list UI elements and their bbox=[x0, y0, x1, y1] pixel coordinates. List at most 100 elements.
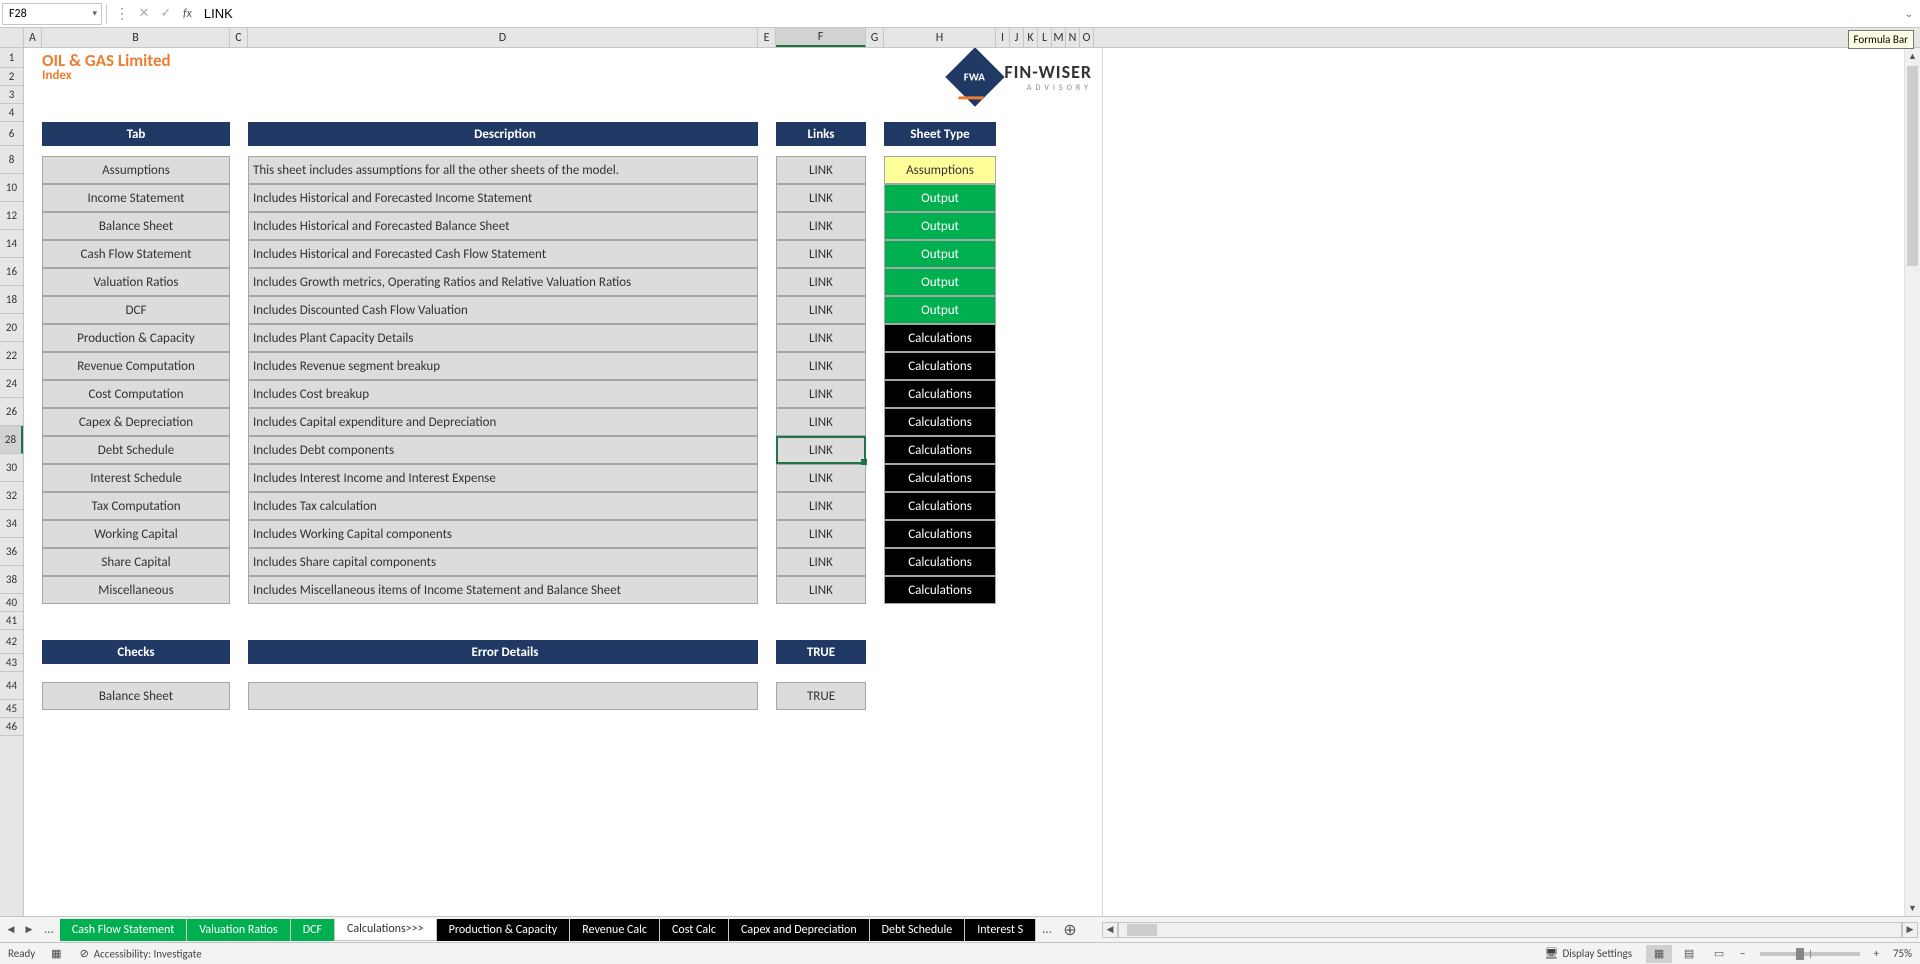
expand-formula-bar-icon[interactable]: ⌄ bbox=[1900, 7, 1918, 20]
sheet-type-cell[interactable]: Calculations bbox=[884, 576, 996, 604]
row-header-28[interactable]: 28 bbox=[0, 426, 23, 454]
tab-name-cell[interactable]: Valuation Ratios bbox=[42, 268, 230, 296]
sheet-tab[interactable]: Revenue Calc bbox=[570, 919, 660, 941]
row-header-46[interactable]: 46 bbox=[0, 718, 23, 736]
row-header-44[interactable]: 44 bbox=[0, 672, 23, 700]
link-cell[interactable]: LINK bbox=[776, 156, 866, 184]
sheet-type-cell[interactable]: Calculations bbox=[884, 520, 996, 548]
column-header-C[interactable]: C bbox=[230, 28, 248, 47]
hscroll-left-icon[interactable]: ◀ bbox=[1102, 922, 1118, 938]
sheet-type-cell[interactable]: Assumptions bbox=[884, 156, 996, 184]
column-header-F[interactable]: F bbox=[776, 28, 866, 47]
sheet-type-cell[interactable]: Output bbox=[884, 184, 996, 212]
sheet-tab[interactable]: Interest S bbox=[965, 919, 1036, 941]
column-header-L[interactable]: L bbox=[1038, 28, 1052, 47]
column-header-N[interactable]: N bbox=[1066, 28, 1080, 47]
tab-name-cell[interactable]: Interest Schedule bbox=[42, 464, 230, 492]
link-cell[interactable]: LINK bbox=[776, 352, 866, 380]
tab-name-cell[interactable]: Cost Computation bbox=[42, 380, 230, 408]
tab-name-cell[interactable]: Tax Computation bbox=[42, 492, 230, 520]
column-header-H[interactable]: H bbox=[884, 28, 996, 47]
link-cell[interactable]: LINK bbox=[776, 184, 866, 212]
select-all-corner[interactable] bbox=[0, 28, 24, 48]
check-desc-cell[interactable] bbox=[248, 682, 758, 710]
tab-name-cell[interactable]: Miscellaneous bbox=[42, 576, 230, 604]
link-cell[interactable]: LINK bbox=[776, 408, 866, 436]
row-header-43[interactable]: 43 bbox=[0, 654, 23, 672]
tab-name-cell[interactable]: Debt Schedule bbox=[42, 436, 230, 464]
row-header-14[interactable]: 14 bbox=[0, 230, 23, 258]
description-cell[interactable]: Includes Cost breakup bbox=[248, 380, 758, 408]
link-cell[interactable]: LINK bbox=[776, 240, 866, 268]
link-cell[interactable]: LINK bbox=[776, 324, 866, 352]
zoom-in-button[interactable]: + bbox=[1874, 947, 1879, 960]
tab-name-cell[interactable]: DCF bbox=[42, 296, 230, 324]
row-header-41[interactable]: 41 bbox=[0, 612, 23, 630]
zoom-level[interactable]: 75% bbox=[1893, 947, 1912, 960]
sheet-tab[interactable]: Capex and Depreciation bbox=[729, 919, 870, 941]
column-header-E[interactable]: E bbox=[758, 28, 776, 47]
description-cell[interactable]: Includes Historical and Forecasted Incom… bbox=[248, 184, 758, 212]
hscroll-thumb[interactable] bbox=[1127, 924, 1157, 936]
fx-icon[interactable]: fx bbox=[177, 7, 198, 21]
row-header-38[interactable]: 38 bbox=[0, 566, 23, 594]
column-header-G[interactable]: G bbox=[866, 28, 884, 47]
tab-nav-prev-icon[interactable]: ◀ bbox=[2, 920, 20, 940]
link-cell[interactable]: LINK bbox=[776, 212, 866, 240]
row-header-26[interactable]: 26 bbox=[0, 398, 23, 426]
tab-overflow-left[interactable]: ... bbox=[38, 922, 60, 937]
row-header-6[interactable]: 6 bbox=[0, 122, 23, 146]
tab-name-cell[interactable]: Revenue Computation bbox=[42, 352, 230, 380]
display-settings-button[interactable]: 🖥 Display Settings bbox=[1544, 947, 1632, 960]
tab-name-cell[interactable]: Working Capital bbox=[42, 520, 230, 548]
page-break-view-icon[interactable]: ▭ bbox=[1706, 945, 1732, 963]
row-header-45[interactable]: 45 bbox=[0, 700, 23, 718]
sheet-tab[interactable]: Cash Flow Statement bbox=[60, 919, 187, 941]
zoom-slider[interactable] bbox=[1760, 952, 1860, 956]
tab-name-cell[interactable]: Assumptions bbox=[42, 156, 230, 184]
sheet-type-cell[interactable]: Output bbox=[884, 212, 996, 240]
column-header-D[interactable]: D bbox=[248, 28, 758, 47]
tab-name-cell[interactable]: Cash Flow Statement bbox=[42, 240, 230, 268]
description-cell[interactable]: Includes Revenue segment breakup bbox=[248, 352, 758, 380]
sheet-tab[interactable]: Cost Calc bbox=[660, 919, 729, 941]
check-result-cell[interactable]: TRUE bbox=[776, 682, 866, 710]
row-header-30[interactable]: 30 bbox=[0, 454, 23, 482]
link-cell[interactable]: LINK bbox=[776, 548, 866, 576]
formula-input[interactable] bbox=[198, 3, 1900, 25]
row-header-36[interactable]: 36 bbox=[0, 538, 23, 566]
link-cell[interactable]: LINK bbox=[776, 296, 866, 324]
fb-menu-icon[interactable]: ⋮ bbox=[111, 5, 133, 22]
horizontal-scrollbar[interactable] bbox=[1118, 922, 1902, 938]
description-cell[interactable]: Includes Share capital components bbox=[248, 548, 758, 576]
description-cell[interactable]: Includes Interest Income and Interest Ex… bbox=[248, 464, 758, 492]
row-header-18[interactable]: 18 bbox=[0, 286, 23, 314]
sheet-type-cell[interactable]: Calculations bbox=[884, 436, 996, 464]
tab-name-cell[interactable]: Balance Sheet bbox=[42, 212, 230, 240]
tab-name-cell[interactable]: Capex & Depreciation bbox=[42, 408, 230, 436]
tab-name-cell[interactable]: Income Statement bbox=[42, 184, 230, 212]
name-box-dropdown-icon[interactable]: ▾ bbox=[92, 8, 97, 19]
link-cell[interactable]: LINK bbox=[776, 464, 866, 492]
zoom-out-button[interactable]: − bbox=[1740, 947, 1745, 960]
description-cell[interactable]: Includes Capital expenditure and Depreci… bbox=[248, 408, 758, 436]
sheet-type-cell[interactable]: Calculations bbox=[884, 408, 996, 436]
row-header-34[interactable]: 34 bbox=[0, 510, 23, 538]
column-header-B[interactable]: B bbox=[42, 28, 230, 47]
sheet-tab[interactable]: DCF bbox=[291, 919, 335, 941]
link-cell[interactable]: LINK bbox=[776, 268, 866, 296]
sheet-type-cell[interactable]: Calculations bbox=[884, 352, 996, 380]
page-layout-view-icon[interactable]: ▤ bbox=[1676, 945, 1702, 963]
description-cell[interactable]: Includes Historical and Forecasted Cash … bbox=[248, 240, 758, 268]
row-header-20[interactable]: 20 bbox=[0, 314, 23, 342]
description-cell[interactable]: This sheet includes assumptions for all … bbox=[248, 156, 758, 184]
vscroll-thumb[interactable] bbox=[1907, 66, 1918, 266]
row-header-10[interactable]: 10 bbox=[0, 174, 23, 202]
link-cell[interactable]: LINK bbox=[776, 436, 866, 464]
tab-name-cell[interactable]: Production & Capacity bbox=[42, 324, 230, 352]
description-cell[interactable]: Includes Discounted Cash Flow Valuation bbox=[248, 296, 758, 324]
sheet-type-cell[interactable]: Calculations bbox=[884, 548, 996, 576]
check-name-cell[interactable]: Balance Sheet bbox=[42, 682, 230, 710]
tab-nav-next-icon[interactable]: ▶ bbox=[20, 920, 38, 940]
normal-view-icon[interactable]: ▦ bbox=[1646, 945, 1672, 963]
